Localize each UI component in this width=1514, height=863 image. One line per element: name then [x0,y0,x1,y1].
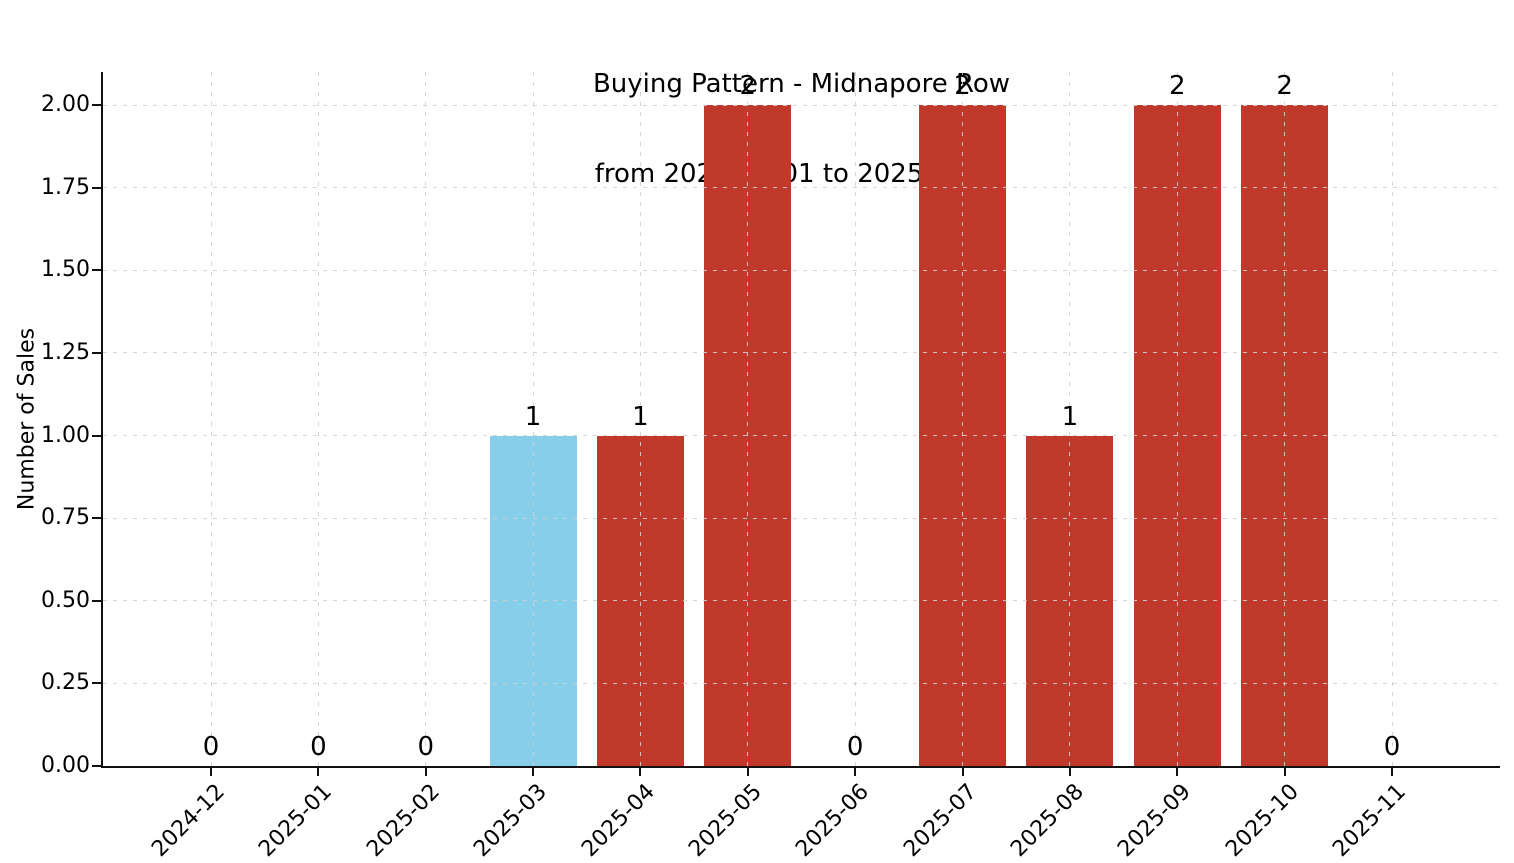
y-tick-mark-0.25 [92,682,101,685]
x-tick-mark-2024-12 [210,767,212,776]
y-tick-label-0.75: 0.75 [41,505,90,531]
y-tick-mark-1.00 [92,434,101,437]
x-tick-mark-2025-03 [532,767,535,776]
x-tick-label-2025-10: 2025-10 [1220,779,1304,862]
y-tick-label-1.50: 1.50 [41,257,90,283]
y-tick-mark-2.00 [92,104,101,107]
x-tick-mark-2025-04 [639,767,642,776]
x-tick-mark-2025-08 [1068,767,1071,776]
x-tick-mark-2025-07 [961,767,964,776]
bar-value-label-2024-12: 0 [202,732,220,762]
x-tick-mark-2025-02 [424,767,427,776]
bar-value-label-2025-04: 1 [632,401,649,432]
y-tick-mark-1.50 [92,269,101,272]
x-tick-label-2025-11: 2025-11 [1328,779,1411,862]
bar-2025-05 [704,105,792,766]
x-tick-label-2025-08: 2025-08 [1006,779,1089,862]
bar-2025-08 [1026,435,1114,766]
bar-2025-10 [1241,105,1329,766]
x-tick-mark-2025-05 [746,767,749,776]
bar-value-label-2025-01: 0 [310,732,327,762]
bar-value-label-2025-07: 2 [954,71,971,102]
x-tick-label-2025-03: 2025-03 [469,779,553,862]
x-tick-label-2025-05: 2025-05 [684,779,767,862]
y-tick-label-0.00: 0.00 [41,753,90,778]
bar-value-label-2025-06: 0 [846,732,864,762]
y-tick-label-1.00: 1.00 [41,422,90,448]
bar-2025-07 [919,105,1007,766]
x-tick-label-2025-01: 2025-01 [254,779,338,862]
y-tick-label-0.50: 0.50 [41,587,90,613]
y-tick-label-1.75: 1.75 [41,174,90,200]
x-tick-mark-2025-09 [1176,767,1179,776]
y-tick-mark-1.75 [92,186,101,189]
x-tick-label-2025-02: 2025-02 [362,779,445,862]
x-tick-label-2025-04: 2025-04 [576,779,660,862]
bar-2025-09 [1133,105,1221,766]
bar-value-label-2025-03: 1 [524,401,542,432]
bar-2025-04 [596,435,684,766]
x-tick-mark-2025-11 [1391,767,1393,776]
x-tick-label-2025-09: 2025-09 [1113,779,1197,862]
bar-2025-03 [489,435,577,766]
bar-value-label-2025-02: 0 [417,732,434,762]
bar-value-label-2025-05: 2 [739,71,757,102]
y-tick-label-2.00: 2.00 [41,92,90,118]
x-tick-label-2025-07: 2025-07 [898,779,982,862]
bar-value-label-2025-11: 0 [1383,732,1401,762]
y-tick-mark-0.75 [92,517,101,520]
bar-value-label-2025-09: 2 [1168,71,1186,102]
x-tick-label-2025-06: 2025-06 [791,779,875,862]
y-tick-label-1.25: 1.25 [41,339,90,365]
bar-value-label-2025-08: 1 [1061,401,1079,432]
bar-value-label-2025-10: 2 [1276,71,1293,102]
y-tick-mark-0.50 [92,599,101,602]
x-tick-mark-2025-06 [854,767,857,776]
x-tick-mark-2025-10 [1283,767,1286,776]
chart-title-line1: Buying Pattern - Midnapore Row [592,69,1011,99]
x-tick-mark-2025-01 [317,767,320,776]
y-tick-label-0.25: 0.25 [41,670,90,696]
x-tick-label-2024-12: 2024-12 [147,779,230,862]
y-tick-mark-0.00 [92,765,101,767]
y-tick-mark-1.25 [92,351,101,354]
